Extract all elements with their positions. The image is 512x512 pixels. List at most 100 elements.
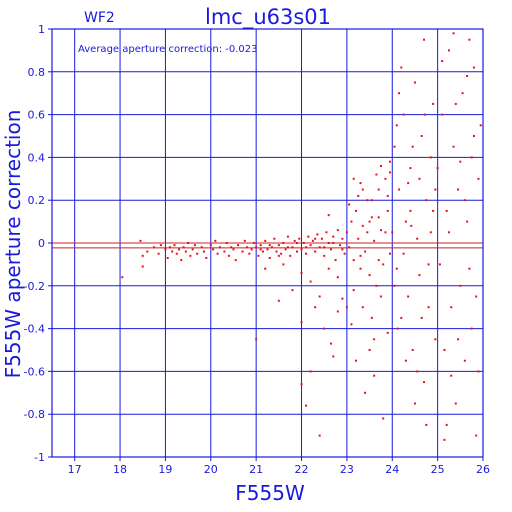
data-point <box>427 306 430 309</box>
data-point <box>153 246 156 249</box>
data-point <box>323 254 326 257</box>
data-point <box>200 246 203 249</box>
data-point <box>477 177 480 180</box>
data-point <box>352 177 355 180</box>
data-point <box>250 248 253 251</box>
data-point <box>168 246 171 249</box>
data-point <box>441 113 444 116</box>
data-point <box>411 349 414 351</box>
data-point <box>309 370 312 373</box>
data-point <box>361 224 364 227</box>
data-point <box>454 402 457 405</box>
data-point <box>468 38 471 41</box>
data-point <box>175 252 178 255</box>
data-point <box>309 244 312 247</box>
data-point <box>166 256 169 259</box>
data-point <box>318 246 321 249</box>
data-point <box>255 338 258 341</box>
data-point <box>230 246 233 249</box>
data-point <box>450 374 453 377</box>
data-point <box>218 246 221 249</box>
data-point <box>141 265 144 268</box>
data-point <box>411 145 414 148</box>
data-point <box>345 306 348 309</box>
data-point <box>264 239 267 242</box>
data-point <box>438 263 441 266</box>
data-point <box>234 259 237 262</box>
data-point <box>298 237 301 240</box>
data-point <box>141 254 144 257</box>
y-tick-label: 0.2 <box>28 194 46 207</box>
y-tick-label: -0.8 <box>24 408 45 421</box>
y-tick-label: 0.6 <box>28 109 46 122</box>
data-point <box>423 381 426 384</box>
data-point <box>454 102 457 105</box>
data-point <box>384 177 387 180</box>
data-point <box>225 242 228 244</box>
y-tick-label: -0.6 <box>24 365 45 378</box>
data-point <box>420 316 423 319</box>
data-point <box>255 246 258 249</box>
data-point <box>252 242 255 244</box>
data-point <box>427 263 430 266</box>
data-point <box>341 237 344 240</box>
data-point <box>466 220 469 223</box>
data-point <box>379 295 382 298</box>
data-point <box>300 248 303 251</box>
data-point <box>416 370 419 373</box>
data-point <box>227 254 230 257</box>
data-point <box>472 66 475 69</box>
y-tick-label: 1 <box>38 23 45 36</box>
y-tick-label: -1 <box>34 451 45 464</box>
reference-lines <box>52 242 483 249</box>
x-tick-labels: 17 18 19 20 21 22 23 24 25 26 <box>68 457 490 476</box>
data-point <box>441 60 444 63</box>
data-point <box>418 274 421 277</box>
data-point <box>277 299 280 302</box>
data-point <box>384 231 387 234</box>
data-point <box>450 306 453 309</box>
data-point <box>472 135 475 137</box>
data-point <box>305 404 308 407</box>
data-point <box>282 242 285 244</box>
data-point <box>443 438 446 441</box>
y-tick-label: 0 <box>38 237 45 250</box>
data-point <box>407 295 410 298</box>
data-point <box>205 256 208 259</box>
data-point <box>388 160 391 163</box>
data-point <box>293 239 296 242</box>
data-point <box>457 188 460 191</box>
data-point <box>434 338 437 341</box>
data-point <box>336 229 339 232</box>
data-point <box>409 167 412 170</box>
data-point <box>348 203 351 206</box>
data-point <box>216 252 219 255</box>
data-point <box>264 267 267 270</box>
data-point <box>366 199 369 202</box>
data-point <box>357 194 360 197</box>
data-point <box>318 434 321 437</box>
data-point <box>243 239 246 242</box>
data-point <box>354 359 357 362</box>
data-point <box>447 231 450 234</box>
data-point <box>191 248 194 251</box>
data-point <box>257 254 260 257</box>
data-point <box>286 235 289 238</box>
data-point <box>302 242 305 244</box>
data-point <box>237 244 240 247</box>
data-point <box>289 254 292 257</box>
data-point <box>309 280 312 283</box>
data-point <box>402 252 405 255</box>
y-tick-labels: -1 -0.8 -0.6 -0.4 -0.2 0 0.2 0.4 0.6 0.8 1 <box>24 23 52 464</box>
data-point <box>334 259 337 262</box>
data-point <box>259 244 262 247</box>
data-point <box>382 417 385 420</box>
data-point <box>295 242 298 244</box>
data-point <box>282 263 285 266</box>
data-point <box>445 423 448 426</box>
data-point <box>370 199 373 202</box>
data-point <box>457 338 460 341</box>
data-point <box>357 237 360 240</box>
data-point <box>377 216 380 219</box>
data-point <box>275 250 278 253</box>
